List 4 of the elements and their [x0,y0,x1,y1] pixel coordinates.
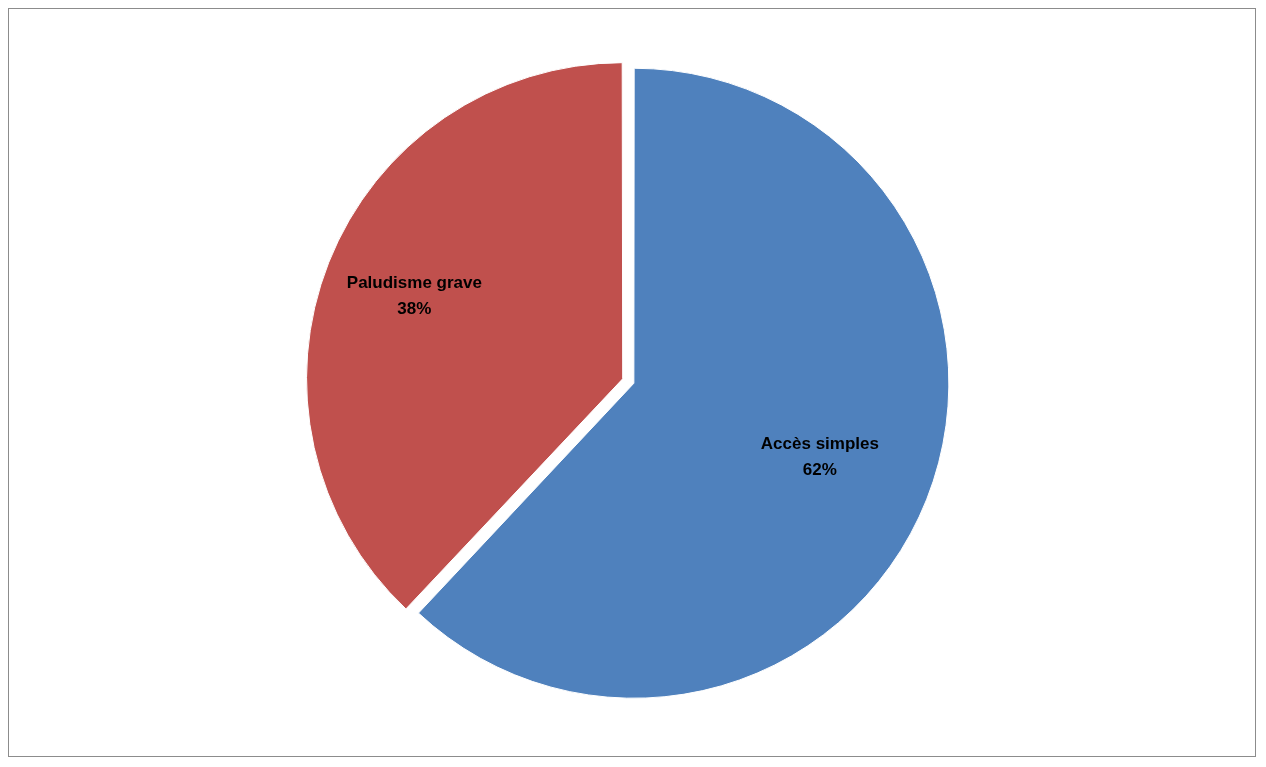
data-label: 38% [397,299,432,319]
data-label: 62% [802,459,837,479]
slice-label: Accès simples [760,433,879,453]
slice-label: Paludisme grave [346,273,482,293]
